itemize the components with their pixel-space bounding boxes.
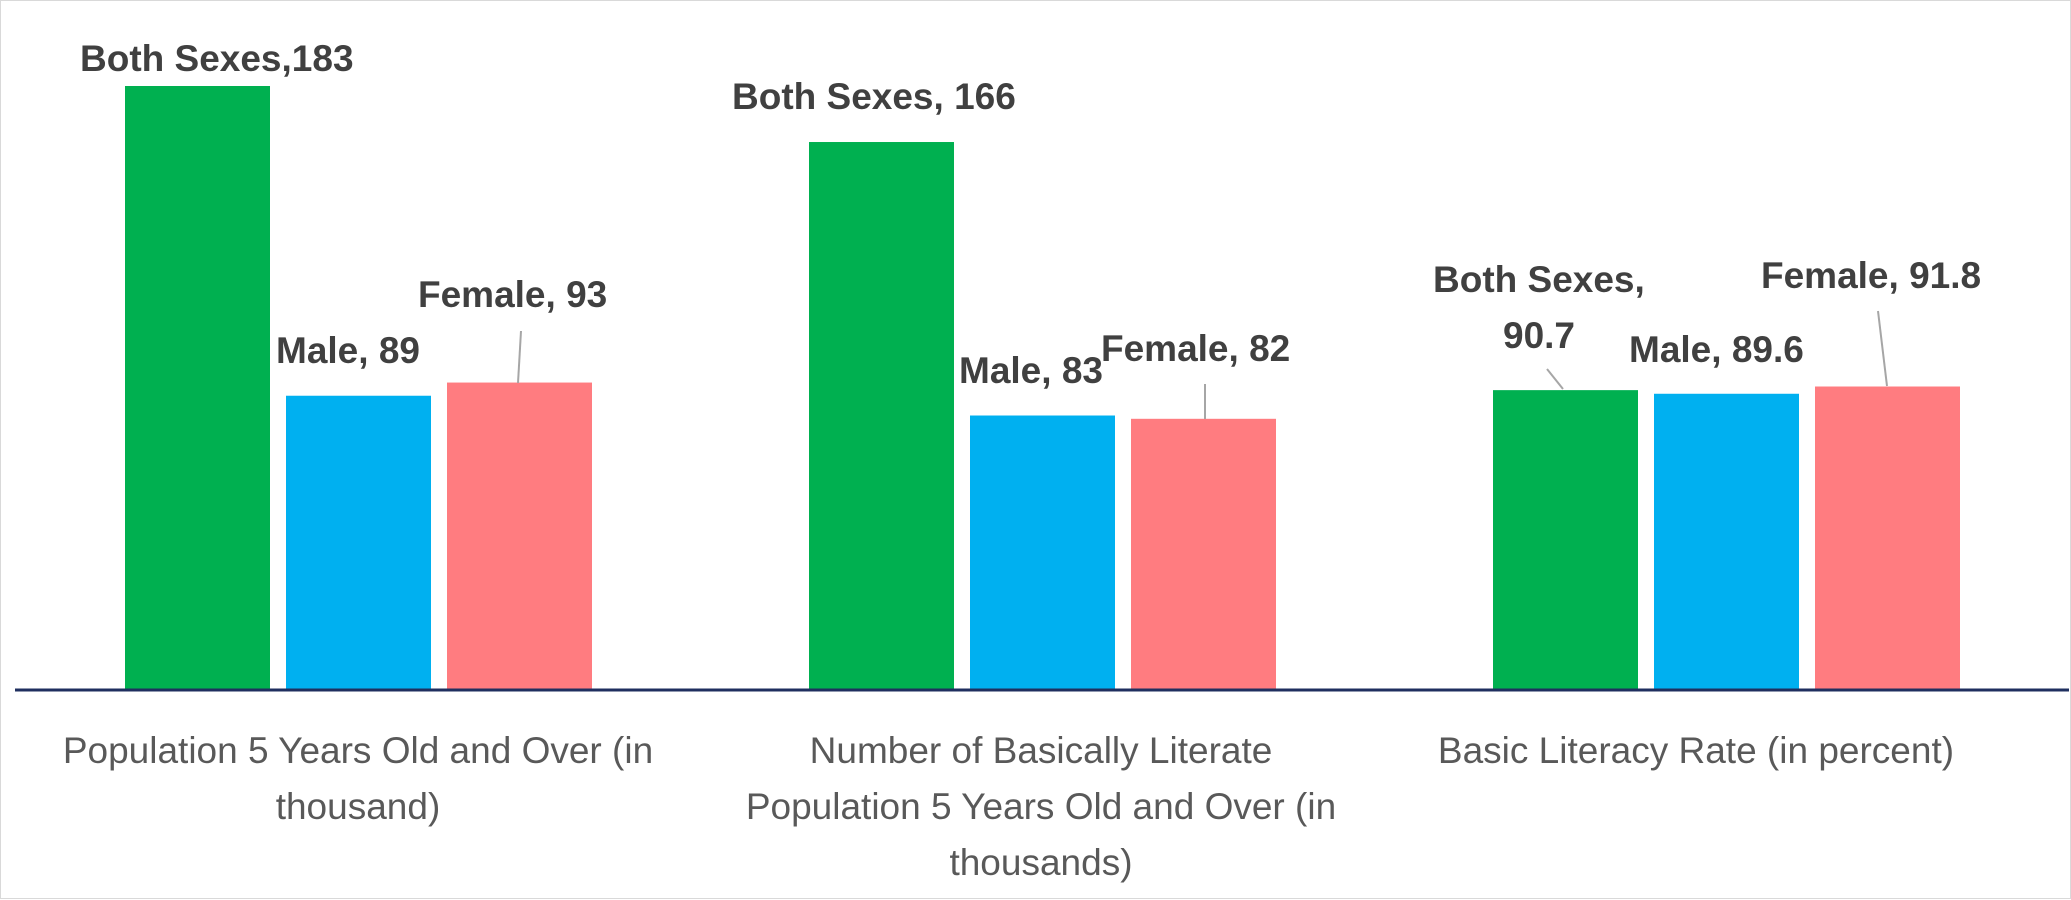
- bar-female-cat3: [1815, 386, 1960, 689]
- leader-line: [1546, 368, 1564, 390]
- data-label-male: Male, 83: [959, 350, 1103, 391]
- bar-both-sexes-cat2: [809, 142, 954, 690]
- category-label-1: thousand): [276, 786, 441, 827]
- data-label-male: Male, 89: [276, 330, 420, 371]
- leader-line: [517, 330, 522, 384]
- data-label-both-sexes: Both Sexes, 166: [732, 76, 1016, 117]
- category-label-3: Basic Literacy Rate (in percent): [1438, 730, 1954, 771]
- category-label-2: Number of Basically Literate: [810, 730, 1273, 771]
- bars-layer: [125, 86, 1960, 690]
- bar-both-sexes-cat3: [1493, 390, 1638, 689]
- data-label-female: Female, 82: [1101, 328, 1290, 369]
- bar-male-cat3: [1654, 393, 1799, 689]
- bar-male-cat1: [286, 395, 431, 689]
- bar-female-cat2: [1131, 418, 1276, 689]
- leader-line: [1877, 310, 1888, 387]
- bar-male-cat2: [970, 415, 1115, 689]
- category-label-1: Population 5 Years Old and Over (in: [63, 730, 653, 771]
- data-label-both-sexes: Both Sexes,183: [80, 38, 354, 79]
- bar-both-sexes-cat1: [125, 86, 270, 689]
- data-label-female: Female, 93: [418, 274, 607, 315]
- leader-lines-layer: [517, 310, 1888, 419]
- data-label-male: Male, 89.6: [1629, 329, 1804, 370]
- data-label-both-sexes: Both Sexes,: [1433, 259, 1645, 300]
- data-label-female: Female, 91.8: [1761, 255, 1981, 296]
- category-label-2: Population 5 Years Old and Over (in: [746, 786, 1336, 827]
- data-label-both-sexes: 90.7: [1503, 315, 1575, 356]
- bar-female-cat1: [447, 382, 592, 689]
- category-label-2: thousands): [949, 842, 1132, 883]
- category-labels-layer: Population 5 Years Old and Over (in thous…: [63, 730, 1954, 883]
- data-labels-layer: Both Sexes,183 Male, 89 Female, 93 Both Sex…: [80, 38, 1981, 391]
